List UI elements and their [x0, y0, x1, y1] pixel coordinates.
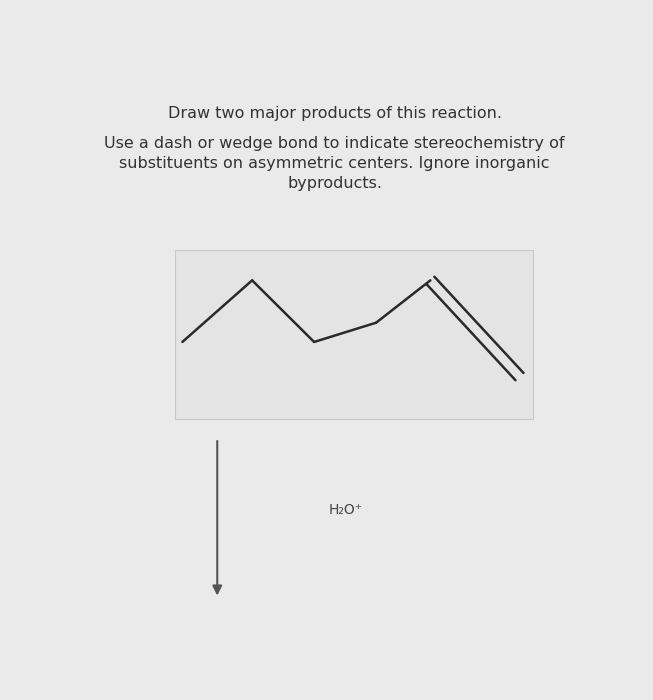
- Text: Draw two major products of this reaction.: Draw two major products of this reaction…: [168, 106, 502, 120]
- Text: Use a dash or wedge bond to indicate stereochemistry of
substituents on asymmetr: Use a dash or wedge bond to indicate ste…: [104, 136, 565, 191]
- Text: H₂O⁺: H₂O⁺: [328, 503, 362, 517]
- Bar: [174, 250, 533, 419]
